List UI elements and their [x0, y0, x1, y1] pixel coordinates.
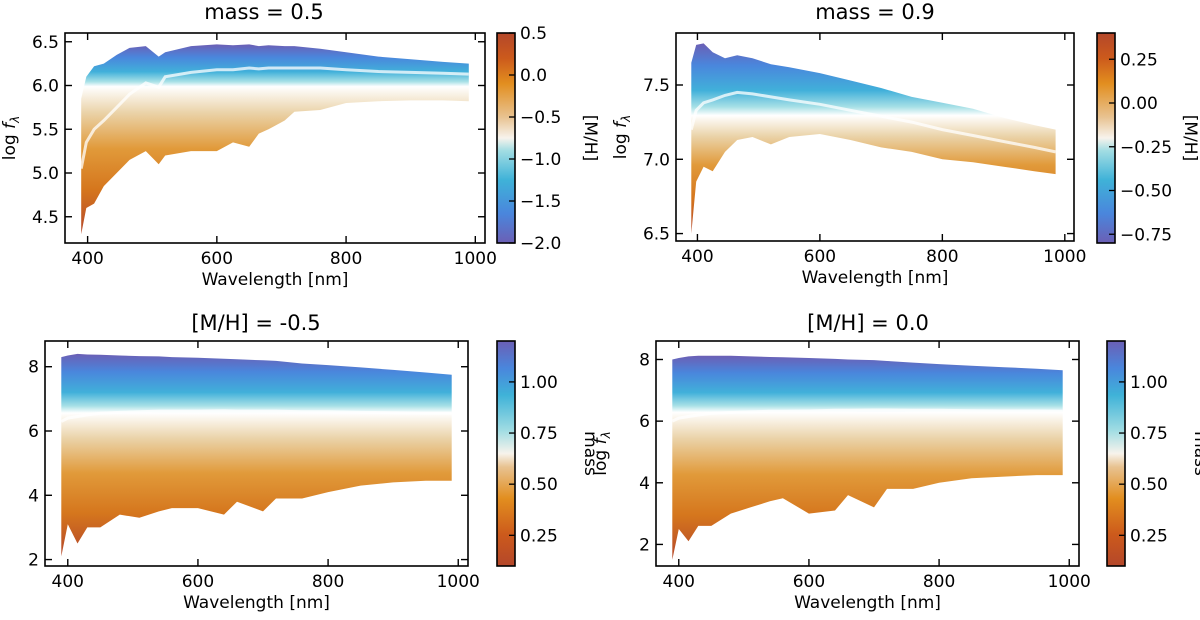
- y-tick-label: 4: [28, 486, 39, 506]
- colorbar-label: [M/H]: [1180, 115, 1200, 161]
- colorbar-tick-label: 0.25: [520, 526, 558, 546]
- x-tick-label: 800: [330, 249, 362, 269]
- panel-3: 400 600 800 1000 2 4 6 8 [M/H] = -0.5 Wavelength …: [0, 311, 600, 613]
- colorbar-tick-label: 0.25: [1130, 526, 1168, 546]
- y-tick-label: 7.0: [643, 150, 670, 170]
- colorbar-tick-label: 1.00: [1130, 373, 1168, 393]
- spectrum-band: [672, 355, 1063, 560]
- y-tick-label: 7.5: [643, 76, 670, 96]
- panel-title: mass = 0.5: [204, 0, 324, 24]
- x-tick-label: 1000: [437, 572, 480, 592]
- colorbar-tick-label: −2.0: [520, 234, 561, 254]
- y-tick-label: 5.0: [32, 164, 59, 184]
- axes-frame: [44, 340, 469, 567]
- y-tick-label: 2: [28, 551, 39, 571]
- x-tick-label: 800: [312, 572, 344, 592]
- y-tick-label: 6.5: [32, 33, 59, 53]
- panel-4: 400 600 800 1000 2 4 6 8 [M/H] = 0.0 Wavelength […: [591, 311, 1200, 613]
- y-tick-label: 6: [28, 422, 39, 442]
- spectrum-median-line: [671, 408, 1063, 423]
- spectrum-median-line: [79, 66, 469, 169]
- colorbar-tick-label: 0.50: [520, 475, 558, 495]
- spectrum-band: [691, 43, 1056, 234]
- y-axis-label: log fλ: [611, 115, 633, 159]
- colorbar-tick-label: 0.00: [1120, 94, 1158, 114]
- x-tick-label: 400: [71, 249, 103, 269]
- colorbar-tick-label: 1.00: [520, 373, 558, 393]
- x-tick-label: 400: [663, 572, 695, 592]
- colorbar-tick-label: −1.0: [520, 150, 561, 170]
- colorbar-ramp: [496, 340, 516, 567]
- colorbar-ramp: [496, 32, 516, 244]
- panel-title: mass = 0.9: [815, 0, 935, 24]
- colorbar-tick-label: 0.0: [520, 66, 547, 86]
- x-tick-label: 800: [923, 572, 955, 592]
- colorbar-label: mass: [1190, 431, 1200, 476]
- colorbar: 0.25 0.00 −0.25 −0.50 −0.75 [M/H]: [1096, 32, 1200, 245]
- colorbar: 1.00 0.75 0.50 0.25 mass: [496, 340, 600, 567]
- spectrum-band: [81, 44, 469, 235]
- y-tick-label: 4.5: [32, 208, 59, 228]
- x-axis-label: Wavelength [nm]: [202, 270, 349, 290]
- y-tick-label: 2: [639, 535, 650, 555]
- x-axis-label: Wavelength [nm]: [183, 593, 330, 613]
- x-tick-label: 600: [182, 572, 214, 592]
- colorbar-ramp: [1106, 340, 1126, 567]
- colorbar-tick-label: −1.5: [520, 192, 561, 212]
- colorbar-ramp: [1096, 32, 1116, 244]
- x-tick-label: 600: [201, 249, 233, 269]
- colorbar: 1.00 0.75 0.50 0.25 mass: [1106, 340, 1200, 567]
- colorbar-tick-label: 0.25: [1120, 50, 1158, 70]
- y-axis-label: log fλ: [591, 431, 613, 475]
- x-tick-label: 600: [804, 247, 836, 267]
- spectrum-median-line: [689, 90, 1056, 154]
- colorbar-tick-label: 0.75: [1130, 424, 1168, 444]
- x-tick-label: 1000: [1048, 572, 1091, 592]
- x-axis-label: Wavelength [nm]: [802, 268, 949, 288]
- y-tick-label: 8: [639, 350, 650, 370]
- colorbar-tick-label: −0.75: [1120, 225, 1172, 245]
- x-tick-label: 600: [793, 572, 825, 592]
- colorbar-tick-label: 0.5: [520, 24, 547, 44]
- colorbar: 0.5 0.0 −0.5 −1.0 −1.5 −2.0 [M/H]: [496, 24, 600, 254]
- y-axis-label: log fλ: [0, 116, 22, 160]
- axes-frame: [675, 32, 1075, 242]
- y-axis-label: log fλ: [0, 431, 2, 475]
- y-tick-label: 8: [28, 358, 39, 378]
- x-tick-label: 1000: [1043, 247, 1086, 267]
- spectrum-median-line: [60, 409, 452, 423]
- colorbar-label: mass: [580, 431, 600, 476]
- panel-2: 400 600 800 1000 6.5 7.0 7.5 mass = 0.9 Waveleng…: [611, 0, 1200, 288]
- panel-title: [M/H] = -0.5: [191, 311, 320, 335]
- x-tick-label: 1000: [454, 249, 497, 269]
- x-tick-label: 800: [926, 247, 958, 267]
- x-tick-label: 400: [681, 247, 713, 267]
- panel-title: [M/H] = 0.0: [807, 311, 929, 335]
- colorbar-tick-label: 0.50: [1130, 475, 1168, 495]
- y-tick-label: 4: [639, 474, 650, 494]
- colorbar-label: [M/H]: [580, 115, 600, 161]
- panel-1: 400 600 800 1000 4.5 5.0 5.5 6.0 6.5 mass = 0.5 Wa…: [0, 0, 600, 290]
- y-tick-label: 6.0: [32, 77, 59, 97]
- colorbar-tick-label: −0.50: [1120, 182, 1172, 202]
- y-tick-label: 6.5: [643, 225, 670, 245]
- colorbar-tick-label: 0.75: [520, 424, 558, 444]
- axes-frame: [655, 340, 1080, 567]
- y-tick-label: 5.5: [32, 120, 59, 140]
- x-axis-label: Wavelength [nm]: [794, 593, 941, 613]
- axes-frame: [64, 32, 486, 244]
- x-tick-label: 400: [52, 572, 84, 592]
- y-tick-label: 6: [639, 412, 650, 432]
- spectrum-band: [61, 353, 452, 557]
- colorbar-tick-label: −0.5: [520, 108, 561, 128]
- colorbar-tick-label: −0.25: [1120, 138, 1172, 158]
